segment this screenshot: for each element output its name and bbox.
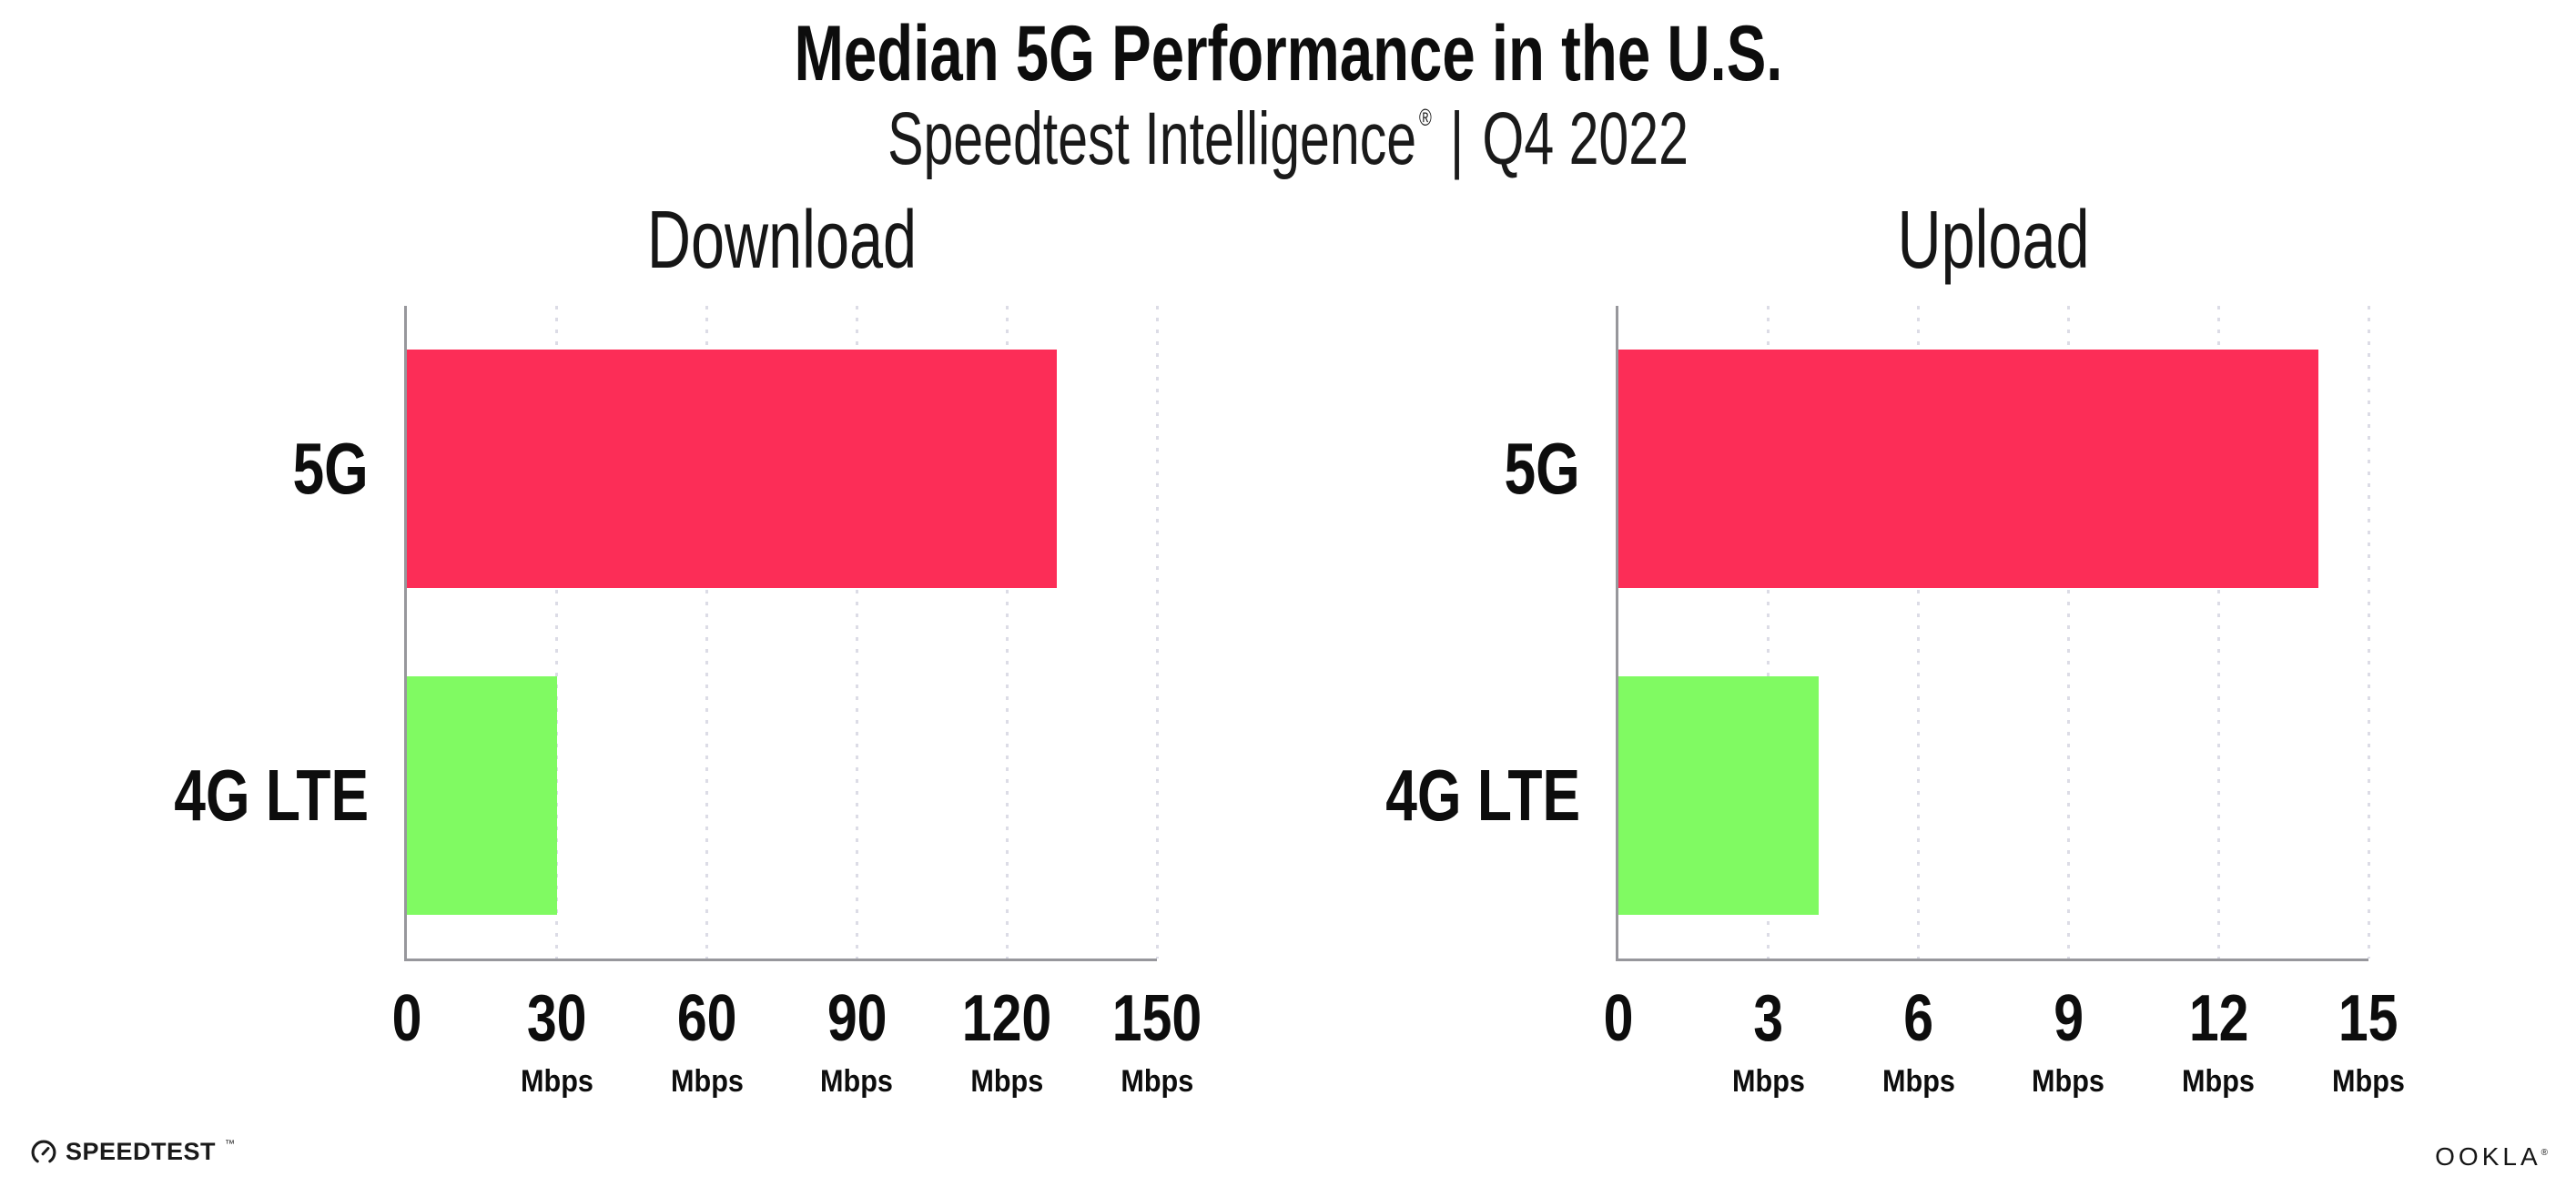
x-tick-label: 150 Mbps (1102, 986, 1212, 1100)
ookla-logo: OOKLA® (2435, 1142, 2548, 1172)
subtitle-brand: Speedtest Intelligence (887, 97, 1417, 180)
x-tick-value: 6 (1903, 982, 1934, 1055)
x-tick-unit: Mbps (970, 1064, 1044, 1099)
ookla-logo-text: OOKLA (2435, 1142, 2541, 1171)
plot-area-download: Download 5G 4G LTE 0 30 Mbps 60 Mbps 90 Mbps 120 Mb… (174, 195, 1202, 1099)
page-title: Median 5G Performance in the U.S. (0, 9, 2576, 99)
gridline (705, 306, 709, 959)
x-tick-unit: Mbps (1731, 1064, 1805, 1099)
category-label-text: 5G (292, 428, 369, 510)
x-tick-unit: Mbps (2182, 1064, 2256, 1099)
x-tick-value: 150 (1111, 982, 1202, 1055)
x-tick-label: 60 Mbps (666, 986, 747, 1100)
gridline (1155, 306, 1159, 959)
category-label-text: 4G LTE (174, 754, 369, 836)
category-label-5g: 5G (1483, 306, 1580, 633)
bar-4g-lte (1618, 675, 1819, 915)
x-tick-label: 120 Mbps (952, 986, 1061, 1100)
x-tick-unit: Mbps (1881, 1064, 1955, 1099)
plot-area-upload: Upload 5G 4G LTE 0 3 Mbps 6 Mbps 9 Mbps 12 Mbps 15 Mb… (1385, 195, 2405, 1099)
category-label-text: 5G (1504, 428, 1580, 510)
bar-4g-lte (407, 675, 557, 915)
gridline (1917, 306, 1921, 959)
x-tick-value: 15 (2338, 982, 2399, 1055)
page-subtitle-text: Speedtest Intelligence ® | Q4 2022 (887, 96, 1689, 182)
x-tick-value: 0 (1603, 982, 1634, 1055)
gridline (2367, 306, 2370, 959)
x-tick-label: 6 Mbps (1878, 986, 1959, 1100)
chart-title: Upload (1863, 194, 2123, 288)
registered-trademark-icon: ® (1418, 104, 1432, 131)
trademark-icon: ™ (225, 1138, 236, 1150)
bar-5g (407, 350, 1058, 589)
gridline (2216, 306, 2220, 959)
subtitle-separator: | (1449, 97, 1465, 180)
bar-5g (1618, 350, 2319, 589)
gridline (2066, 306, 2070, 959)
x-tick-value: 12 (2188, 982, 2249, 1055)
x-tick-label: 9 Mbps (2028, 986, 2109, 1100)
category-label-5g: 5G (271, 306, 369, 633)
gridline (855, 306, 858, 959)
x-tick-unit: Mbps (1121, 1064, 1193, 1099)
x-tick-unit: Mbps (2032, 1064, 2105, 1099)
gridline (1767, 306, 1770, 959)
chart-title-text: Download (646, 195, 918, 286)
speedtest-gauge-icon (31, 1140, 56, 1162)
x-tick-unit: Mbps (820, 1064, 894, 1099)
category-label-text: 4G LTE (1385, 754, 1580, 836)
subtitle-period: Q4 2022 (1482, 97, 1689, 180)
gridline (1005, 306, 1009, 959)
gridline (555, 306, 559, 959)
x-tick-unit: Mbps (2332, 1064, 2405, 1099)
category-label-4g-lte: 4G LTE (119, 633, 369, 959)
x-tick-value: 90 (827, 982, 887, 1055)
page-title-text: Median 5G Performance in the U.S. (794, 10, 1782, 97)
x-tick-unit: Mbps (520, 1064, 593, 1099)
chart-title-text: Upload (1897, 195, 2090, 286)
x-tick-value: 120 (961, 982, 1052, 1055)
x-tick-label: 12 Mbps (2178, 986, 2259, 1100)
x-tick-label: 15 Mbps (2328, 986, 2409, 1100)
chart-title: Download (600, 194, 964, 288)
x-tick-value: 9 (2053, 982, 2084, 1055)
x-tick-label: 3 Mbps (1728, 986, 1809, 1100)
page-subtitle: Speedtest Intelligence ® | Q4 2022 (0, 96, 2576, 182)
x-tick-unit: Mbps (670, 1064, 744, 1099)
speedtest-logo-text: SPEEDTEST (66, 1138, 217, 1165)
x-tick-label: 90 Mbps (816, 986, 898, 1100)
x-tick-label: 30 Mbps (516, 986, 597, 1100)
x-tick-value: 3 (1753, 982, 1784, 1055)
speedtest-logo: SPEEDTEST ™ (30, 1138, 235, 1166)
x-tick-value: 0 (391, 982, 422, 1055)
x-tick-value: 30 (526, 982, 587, 1055)
x-tick-label: 0 (1600, 986, 1637, 1051)
x-tick-label: 0 (389, 986, 425, 1051)
registered-trademark-icon: ® (2541, 1148, 2548, 1158)
category-label-4g-lte: 4G LTE (1331, 633, 1580, 959)
x-tick-value: 60 (676, 982, 737, 1055)
